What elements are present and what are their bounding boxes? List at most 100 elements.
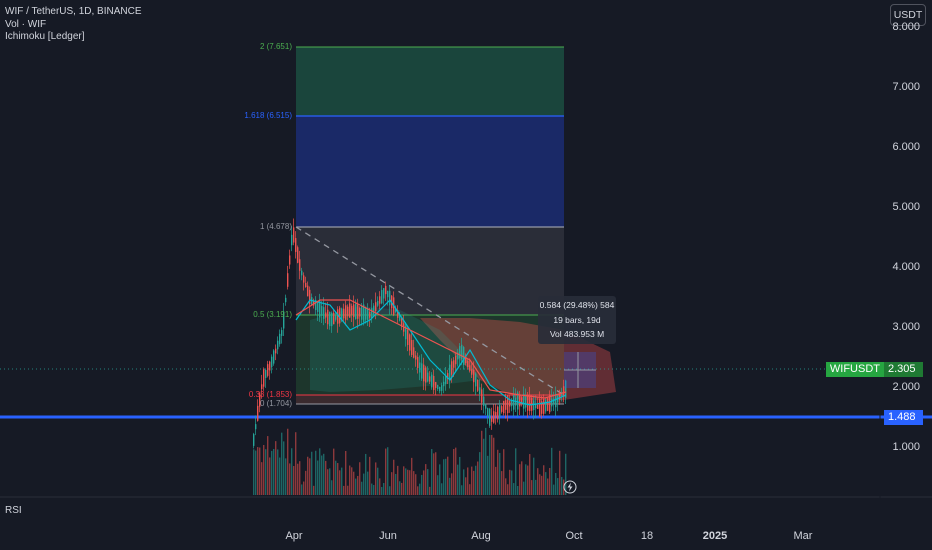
volume-bar [477, 461, 479, 495]
candle [345, 305, 347, 320]
volume-bar [549, 467, 551, 495]
volume-bar [497, 449, 499, 495]
volume-bar [309, 458, 311, 495]
volume-bar [329, 468, 331, 495]
price-axis-label: 4.000 [892, 261, 920, 273]
candle [461, 344, 463, 360]
candle [553, 398, 555, 405]
volume-bar [303, 481, 305, 495]
candle [447, 373, 449, 379]
time-axis-label: Oct [565, 530, 583, 542]
candle [385, 285, 387, 295]
volume-bar [451, 473, 453, 495]
volume-indicator-label[interactable]: Vol · WIF [5, 18, 47, 30]
volume-bar [391, 472, 393, 495]
time-axis-label: 2025 [702, 530, 728, 542]
conversion-line [295, 299, 567, 406]
currency-button[interactable]: USDT [890, 4, 926, 26]
volume-bar [349, 465, 351, 495]
volume-bar [359, 462, 361, 495]
candle [441, 385, 443, 391]
candle [303, 275, 305, 283]
candle [471, 369, 473, 375]
volume-bar [449, 477, 451, 495]
rsi-indicator-label[interactable]: RSI [5, 505, 22, 516]
volume-bar [561, 477, 563, 495]
candle [457, 352, 459, 360]
horizontal-line-price-tag: 1.488 [884, 410, 923, 425]
candle [379, 296, 381, 304]
volume-bar [269, 457, 271, 495]
candle [527, 394, 529, 411]
candle [459, 346, 461, 358]
candle [291, 234, 293, 246]
candle [307, 285, 309, 297]
volume-bar [513, 483, 515, 495]
volume-bar [533, 457, 535, 495]
volume-bar [295, 432, 297, 495]
candle [397, 310, 399, 318]
candle [489, 408, 491, 426]
candle [405, 325, 407, 340]
candle [293, 227, 295, 243]
candle [469, 365, 471, 371]
volume-bar [287, 428, 289, 495]
candle [283, 311, 285, 329]
time-axis-label: Aug [471, 530, 491, 542]
volume-bar [327, 469, 329, 495]
candle [537, 404, 539, 409]
candle [547, 398, 549, 411]
candle [313, 300, 315, 306]
volume-bar [527, 465, 529, 495]
candle [511, 399, 513, 407]
ichimoku-indicator-label[interactable]: Ichimoku [Ledger] [5, 31, 85, 42]
candle [525, 396, 527, 408]
measure-volume: Vol 483.953 M [549, 329, 605, 339]
candle [277, 340, 279, 350]
candle [347, 306, 349, 317]
volume-bar [443, 459, 445, 495]
volume-bar [373, 484, 375, 495]
volume-bar [461, 485, 463, 495]
volume-bar [515, 448, 517, 495]
volume-bar [559, 450, 561, 495]
lightning-alert-icon[interactable] [563, 480, 577, 494]
volume-bar [405, 468, 407, 495]
volume-bar [265, 449, 267, 495]
candle [533, 400, 535, 411]
candle [445, 375, 447, 385]
candle [297, 247, 299, 263]
candle [475, 373, 477, 387]
volume-bar [279, 457, 281, 495]
volume-bar [283, 441, 285, 495]
candle [335, 315, 337, 320]
symbol-title[interactable]: WIF / TetherUS, 1D, BINANCE [5, 6, 142, 17]
volume-bar [411, 457, 413, 495]
volume-bar [503, 449, 505, 495]
volume-bar [367, 471, 369, 495]
trend-dashed-line [295, 226, 565, 396]
candle [485, 404, 487, 409]
volume-bar [355, 478, 357, 495]
candle [269, 361, 271, 371]
volume-bar [459, 456, 461, 495]
fib-zone-2 [296, 47, 564, 116]
candle [399, 315, 401, 321]
volume-bar [445, 458, 447, 495]
volume-bar [555, 473, 557, 495]
candle [363, 304, 365, 322]
candle [417, 357, 419, 368]
volume-bar [471, 466, 473, 495]
candle [337, 309, 339, 324]
candle [261, 384, 263, 390]
candle [333, 312, 335, 325]
volume-bar [371, 483, 373, 495]
price-axis-label: 1.000 [892, 441, 920, 453]
fib-level-label: 0.33 (1.853) [248, 390, 292, 399]
volume-bar [427, 469, 429, 495]
volume-bar [305, 470, 307, 495]
volume-bar [273, 448, 275, 495]
candle [451, 361, 453, 375]
fib-zone-033 [296, 395, 564, 404]
